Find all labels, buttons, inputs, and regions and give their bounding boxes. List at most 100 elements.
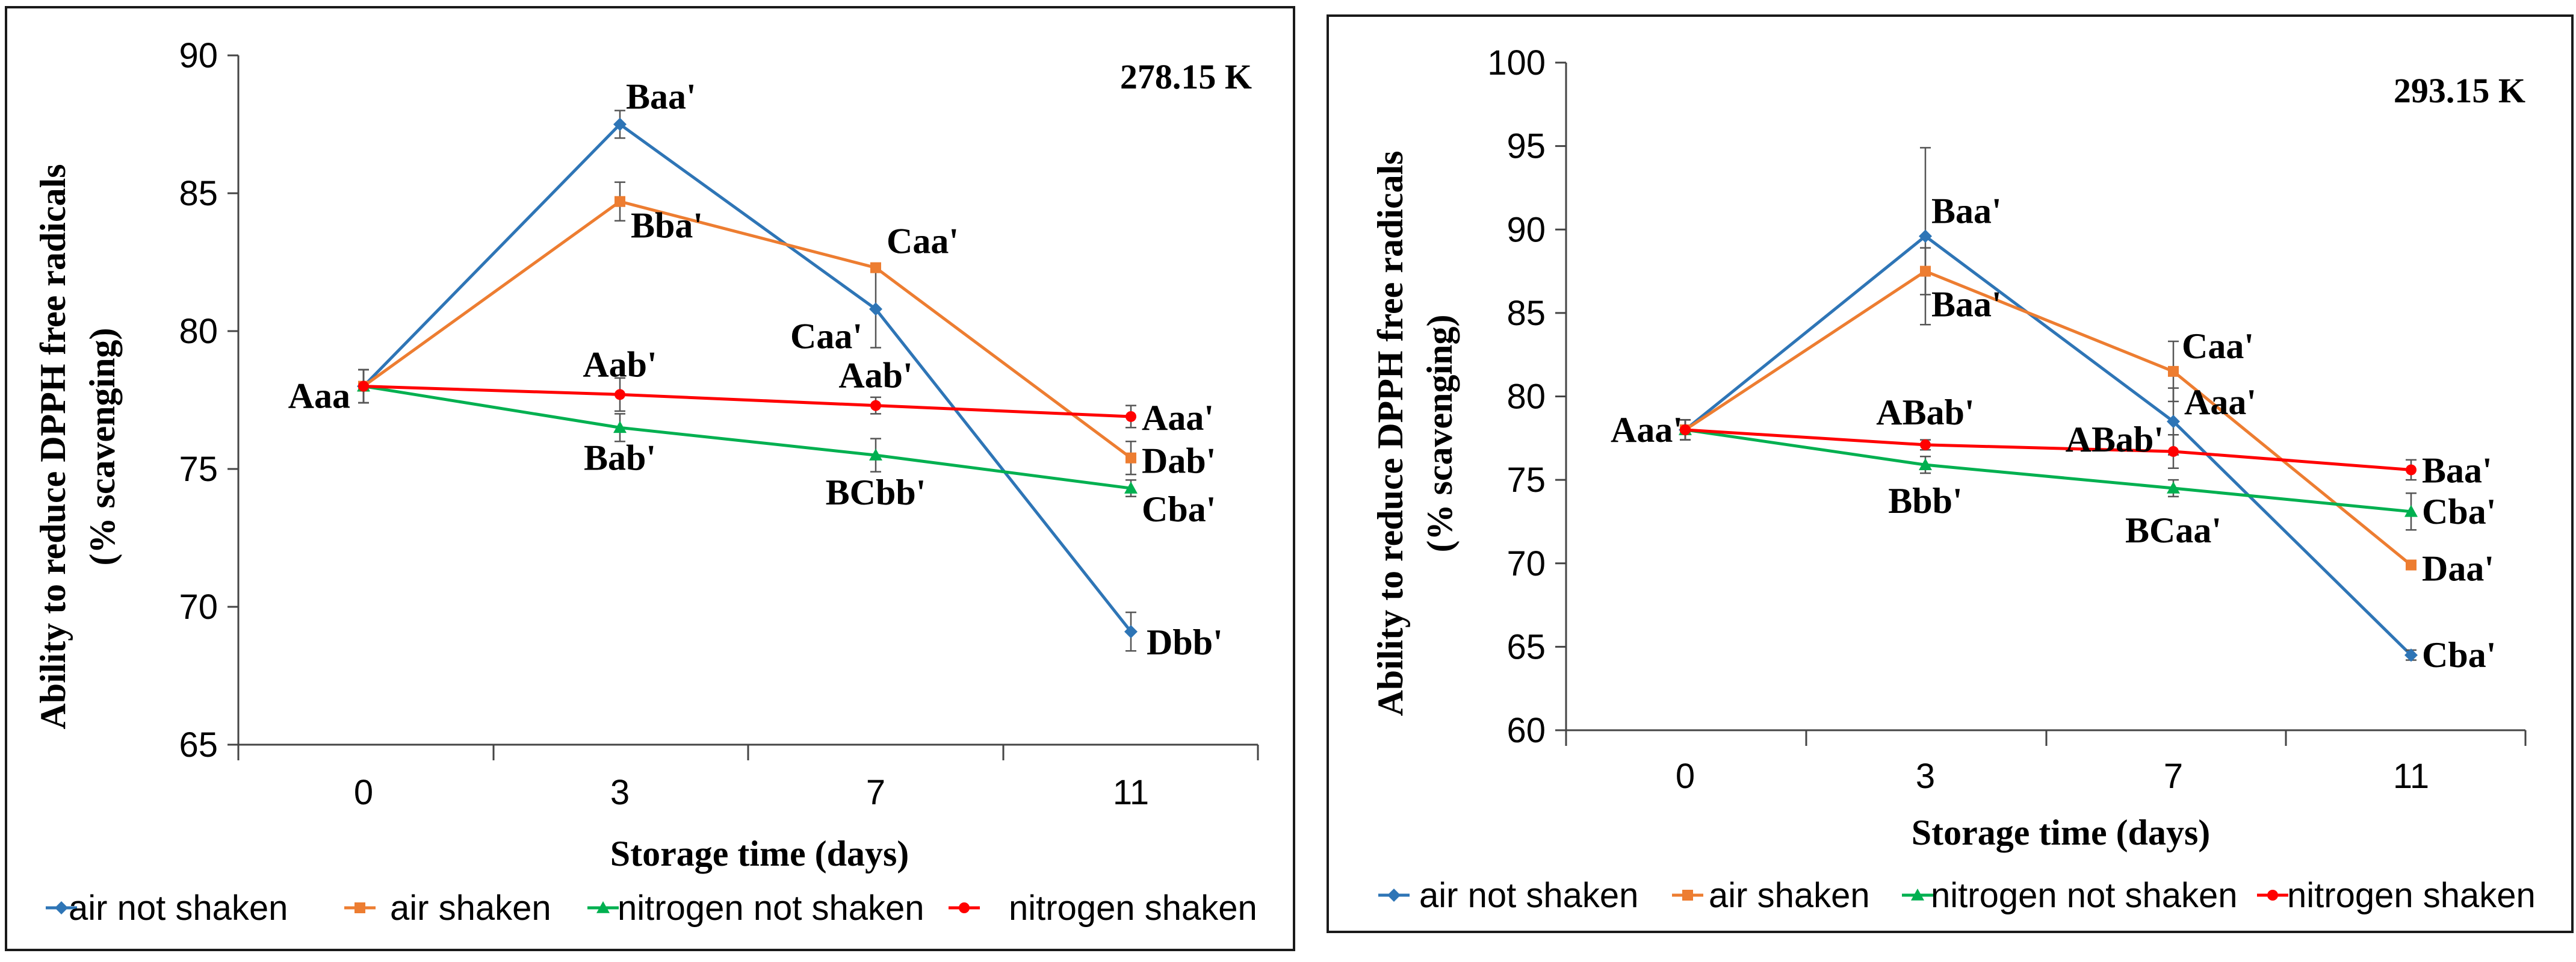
legend-item-nitrogen-shaken: nitrogen shaken [2257,876,2536,915]
data-label: Aab' [838,356,912,396]
data-label: Aaa [288,376,350,416]
panel-frame [5,6,1295,951]
legend-marker [1682,890,1693,901]
legend-label: nitrogen shaken [2287,876,2536,915]
data-point [2167,415,2180,429]
data-point [1680,424,1691,435]
data-point [613,117,627,131]
legend-item-nitrogen-not-shaken: nitrogen not shaken [1902,876,2237,915]
y-tick-label: 85 [1506,294,1546,333]
data-label: Baa' [2422,450,2492,490]
data-point [615,389,625,400]
data-label: Aab' [583,344,657,384]
x-tick-label: 0 [354,773,373,812]
y-tick-label: 65 [1506,627,1546,666]
panel-278k: 65 70 75 80 85 90 0 3 7 11 Baa' Caa' Dbb' Bba' Caa' Dab… [5,6,1295,951]
data-point [870,262,881,273]
panel-frame [1327,14,2574,933]
y-axis-title-line1: Ability to reduce DPPH free radicals [1370,151,1410,716]
data-label: Aaa' [1611,410,1683,450]
data-label: Dbb' [1147,622,1223,662]
y-tick-label: 85 [179,174,218,213]
data-label: Aaa' [1142,398,1214,438]
data-label: ABab' [1876,393,1974,432]
legend-marker [355,902,365,913]
data-point [2168,365,2179,377]
series-nitrogen-not-shaken [357,368,1138,498]
x-tick-label: 0 [1676,757,1695,796]
y-tick-label: 100 [1487,43,1546,82]
data-point [1920,265,1931,277]
legend: air not shaken air shaken nitrogen not sha… [1378,876,2536,915]
x-tick-label: 3 [610,773,630,812]
data-point [869,302,882,316]
legend-item-air-not-shaken: air not shaken [1378,876,1638,915]
x-tick-label: 3 [1916,757,1935,796]
data-label: Baa' [1931,191,2002,231]
y-tick-label: 70 [1506,544,1546,583]
data-point [1919,229,1932,243]
legend-label: air not shaken [69,889,288,928]
data-point [2168,445,2179,457]
legend-marker [959,902,970,913]
x-axis-title: Storage time (days) [610,834,909,874]
legend-marker [1387,889,1401,902]
data-point [1124,482,1138,494]
legend-label: nitrogen shaken [1009,889,1257,928]
legend-label: air shaken [1709,876,1870,915]
series-line [1685,428,2412,471]
data-point [358,380,369,392]
data-label: Baa' [1931,285,2002,324]
y-tick-label: 70 [179,588,218,627]
chart-title: 293.15 K [2394,71,2525,110]
legend-label: air shaken [390,889,551,928]
legend-label: nitrogen not shaken [618,889,924,928]
series-nitrogen-shaken [358,368,1136,429]
data-label: Caa' [887,222,959,261]
x-tick-label: 11 [1113,773,1149,812]
series-line [363,385,1132,418]
legend-item-air-not-shaken: air not shaken [46,889,288,928]
legend: air not shaken air shaken nitrogen not sha… [46,889,1257,928]
data-label: Bbb' [1888,481,1962,521]
y-tick-label: 95 [1506,127,1546,166]
data-point [2406,559,2417,571]
data-point [870,400,881,411]
y-tick-label: 80 [179,312,218,351]
data-point [1124,625,1138,639]
data-label: Baa' [626,77,696,117]
data-point [1919,458,1932,470]
data-point [2167,481,2180,494]
data-label: ABab' [2066,420,2164,459]
data-point [1125,411,1136,422]
y-axis-title-line1: Ability to reduce DPPH free radicals [33,164,73,729]
x-tick-label: 7 [2164,757,2183,796]
data-point [1125,452,1136,464]
y-tick-label: 90 [1506,210,1546,249]
series-line [362,200,1132,459]
series-line [1684,269,2412,566]
y-axis-title-line2: (% scavenging) [1420,315,1460,553]
data-label: Dab' [1142,441,1216,481]
data-point [2404,648,2418,662]
x-axis-title: Storage time (days) [1912,813,2211,852]
legend-item-nitrogen-not-shaken: nitrogen not shaken [587,889,924,928]
legend-label: air not shaken [1419,876,1638,915]
data-label: Cba' [2422,635,2496,675]
y-tick-label: 80 [1506,377,1546,417]
data-point [869,448,882,461]
data-label: Aaa' [2184,382,2256,422]
legend-label: nitrogen not shaken [1931,876,2237,915]
y-tick-label: 75 [179,450,218,489]
chart-title: 278.15 K [1120,57,1252,96]
data-label: Bba' [631,206,703,246]
data-label: BCaa' [2125,510,2221,550]
data-point [1920,439,1931,450]
y-tick-label: 75 [1506,461,1546,500]
data-label: Bab' [584,438,656,477]
data-label: Caa' [790,316,862,356]
series-nitrogen-shaken [1680,419,2417,481]
data-point [613,421,627,433]
